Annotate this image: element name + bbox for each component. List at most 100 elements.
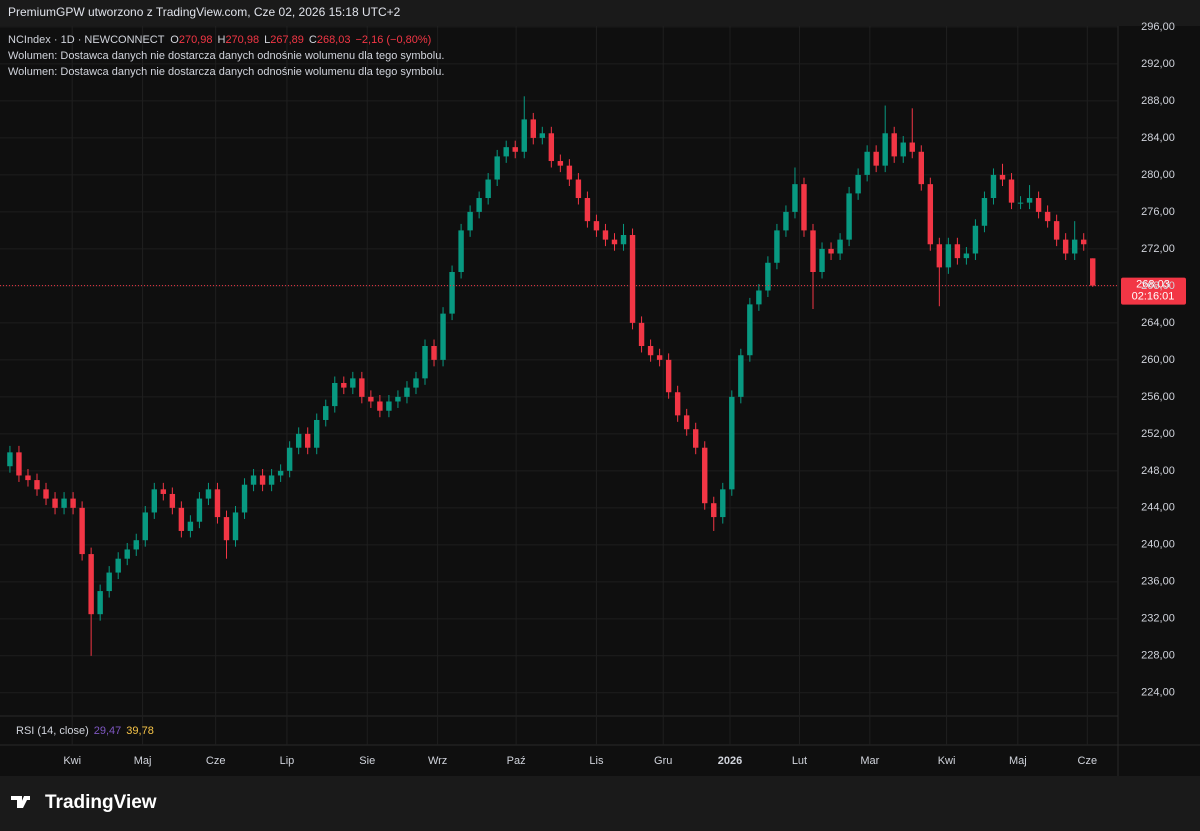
candle-body <box>855 174 861 194</box>
candle-body <box>115 558 121 573</box>
candle-body <box>711 503 717 518</box>
candle-body <box>43 489 49 499</box>
candle-body <box>828 248 834 254</box>
x-tick-label: Gru <box>654 755 672 767</box>
candle-body <box>774 230 780 263</box>
candle-body <box>178 507 185 531</box>
y-tick-label: 276,00 <box>1141 206 1175 218</box>
logo-icon <box>11 796 30 808</box>
candle-body <box>530 119 536 138</box>
candle-body <box>34 480 40 490</box>
ohlc-key: L <box>264 34 270 46</box>
candle-body <box>900 142 906 157</box>
candle-body <box>106 572 112 592</box>
rsi-value: 39,78 <box>126 725 154 737</box>
x-tick-label: Lut <box>792 755 807 767</box>
candles <box>7 96 1096 656</box>
candle-body <box>927 184 934 245</box>
candle-body <box>250 475 257 485</box>
candle-body <box>575 179 582 199</box>
chart-background <box>0 26 1200 776</box>
candle-body <box>738 355 744 397</box>
candle-body <box>683 415 690 430</box>
candle-body <box>61 498 67 508</box>
candle-body <box>485 179 491 199</box>
candle-body <box>1008 179 1015 203</box>
y-tick-label: 236,00 <box>1141 576 1175 588</box>
candle-body <box>97 591 103 615</box>
candle-body <box>395 396 401 402</box>
volume-note: Wolumen: Dostawca danych nie dostarcza d… <box>8 66 444 78</box>
price-label-box <box>1121 277 1186 305</box>
candle-body <box>241 484 248 513</box>
x-tick-label: Wrz <box>428 755 447 767</box>
candle-body <box>810 230 816 273</box>
candle-body <box>638 322 645 346</box>
candle-body <box>25 475 31 481</box>
candle-body <box>891 133 897 157</box>
y-tick-label: 292,00 <box>1141 58 1175 70</box>
candle-body <box>729 396 735 490</box>
y-tick-label: 252,00 <box>1141 428 1175 440</box>
candle-body <box>593 221 600 231</box>
candle-body <box>476 198 482 212</box>
candle-body <box>692 429 699 448</box>
y-tick-label: 272,00 <box>1141 243 1175 255</box>
candle-body <box>458 230 464 273</box>
candle-body <box>70 498 76 508</box>
candle-body <box>837 239 843 254</box>
candle-body <box>909 142 915 152</box>
rsi-value: 29,47 <box>94 725 122 737</box>
y-tick-label: 248,00 <box>1141 465 1175 477</box>
candle-body <box>467 211 473 231</box>
candle-body <box>981 198 988 226</box>
candle-body <box>819 248 825 273</box>
candle-body <box>882 133 888 166</box>
candle-body <box>1090 258 1096 286</box>
x-tick-label: Lip <box>280 755 295 767</box>
candle-body <box>548 133 555 162</box>
candle-body <box>124 549 130 559</box>
candle-body <box>277 470 284 476</box>
candle-body <box>765 262 771 291</box>
y-tick-label: 284,00 <box>1141 132 1175 144</box>
candle-body <box>1062 239 1069 254</box>
y-tick-label: 296,00 <box>1141 21 1175 33</box>
header-text: PremiumGPW utworzono z TradingView.com, … <box>8 5 401 19</box>
rsi-legend: RSI (14, close) 29,47 39,78 <box>16 725 154 737</box>
y-tick-label: 240,00 <box>1141 539 1175 551</box>
ohlc-key: H <box>217 34 225 46</box>
candle-body <box>323 406 329 420</box>
x-tick-label: Cze <box>206 755 226 767</box>
x-tick-label: 2026 <box>718 755 742 767</box>
candle-body <box>268 475 275 485</box>
y-tick-label: 244,00 <box>1141 502 1175 514</box>
x-tick-label: Kwi <box>938 755 956 767</box>
candle-body <box>1071 239 1078 254</box>
candle-body <box>954 244 961 259</box>
ohlc-value: 267,89 <box>270 34 304 46</box>
candle-body <box>918 151 924 185</box>
x-tick-label: Kwi <box>63 755 81 767</box>
y-tick-label: 224,00 <box>1141 687 1175 699</box>
x-tick-label: Lis <box>589 755 604 767</box>
candle-body <box>422 345 428 379</box>
candle-body <box>1053 221 1060 240</box>
x-tick-label: Sie <box>359 755 375 767</box>
candle-body <box>295 433 302 448</box>
x-tick-label: Cze <box>1078 755 1098 767</box>
candle-body <box>620 235 627 245</box>
candle-body <box>1017 202 1024 204</box>
candle-body <box>79 507 85 555</box>
logo: TradingView <box>11 792 157 813</box>
candle-body <box>747 304 753 356</box>
candle-body <box>214 489 221 518</box>
candle-body <box>205 489 212 499</box>
ohlc-value: 270,98 <box>179 34 213 46</box>
y-tick-label: 268,00 <box>1141 280 1175 292</box>
candle-body <box>945 244 952 268</box>
candle-body <box>990 174 997 199</box>
candle-body <box>611 239 618 245</box>
